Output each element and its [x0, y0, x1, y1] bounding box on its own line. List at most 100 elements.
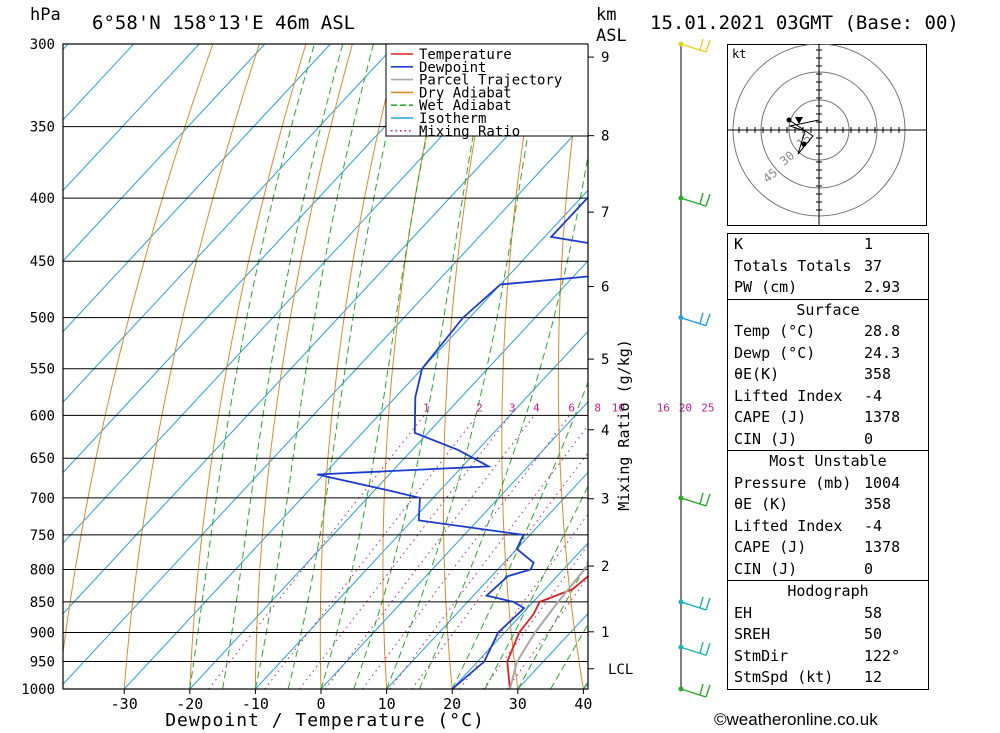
wind-barb-shaft [680, 43, 707, 53]
hodograph-stat-label: EH [734, 603, 753, 622]
isotherm-line [386, 471, 588, 689]
mixing-ratio-value-label: 1 [423, 401, 430, 414]
plot-frame [62, 43, 589, 690]
km-tick-label: 2 [601, 559, 609, 575]
wind-barb-flag [705, 493, 711, 507]
most-unstable-label: Pressure (mb) [734, 473, 852, 492]
most-unstable-row: Lifted Index -4 [728, 516, 928, 538]
mixing-ratio-value-label: 6 [568, 401, 575, 414]
legend-entry: Temperature [419, 47, 512, 63]
pressure-tick-label: 450 [30, 254, 55, 270]
hodograph-stat-row: EH 58 [728, 603, 928, 625]
pressure-tick-label: 850 [30, 595, 55, 611]
wind-barb-flag [699, 312, 704, 324]
x-tick-label: 30 [509, 695, 527, 713]
hodograph-stat-label: SREH [734, 625, 771, 643]
isotherm-line [63, 44, 200, 192]
surface-label: Lifted Index [734, 386, 843, 405]
parcel-trajectory-profile [508, 563, 588, 689]
surface-section-title: Surface [728, 298, 928, 322]
wind-barb-flag [699, 642, 704, 654]
isotherm-line [0, 44, 2, 689]
wet-adiabat-line [386, 44, 544, 689]
surface-row: Temp (°C) 28.8 [728, 321, 928, 343]
dry-adiabat-line [666, 26, 714, 689]
index-row: PW (cm) 2.93 [728, 277, 928, 299]
km-tick-label: 3 [601, 492, 609, 508]
most-unstable-row: Pressure (mb) 1004 [728, 473, 928, 495]
most-unstable-value: 0 [864, 559, 874, 578]
legend-box [385, 43, 589, 137]
isotherm-line [63, 44, 397, 403]
most-unstable-label: CIN (J) [734, 559, 798, 578]
lcl-label: LCL [608, 662, 633, 678]
km-tick-label: 6 [601, 280, 609, 296]
dry-adiabat-line [63, 44, 214, 657]
hodograph-stat-row: SREH 50 [728, 624, 928, 646]
surface-value: -4 [864, 386, 883, 405]
isotherm-line [63, 44, 463, 474]
isotherm-line [63, 44, 135, 121]
surface-row: CIN (J) 0 [728, 429, 928, 451]
legend-entry: Wet Adiabat [419, 98, 512, 114]
index-label: PW (cm) [734, 278, 798, 296]
surface-value: 28.8 [864, 322, 901, 340]
x-tick-label: 20 [443, 695, 461, 713]
wind-barb-flag [705, 39, 711, 53]
wind-barb-shaft [680, 646, 707, 656]
dry-adiabat-line [956, 26, 1000, 689]
most-unstable-label: Lifted Index [734, 516, 843, 535]
x-tick-label: -30 [111, 695, 138, 713]
km-tick-label: 5 [601, 352, 609, 368]
hodograph-stat-value: 58 [864, 603, 883, 622]
surface-row: Lifted Index -4 [728, 386, 928, 408]
mixing-ratio-line [299, 414, 511, 689]
surface-value: 358 [864, 365, 892, 383]
pressure-tick-label: 650 [30, 451, 55, 467]
hodograph-stat-value: 122° [864, 646, 901, 665]
hodograph-stat-label: StmDir [734, 646, 789, 665]
km-tick-label: 9 [601, 50, 609, 66]
wind-barb-flag [699, 38, 704, 51]
mixing-ratio-axis-label: Mixing Ratio (g/kg) [615, 339, 633, 511]
temperature-profile [506, 575, 588, 689]
isotherm-line [451, 542, 588, 689]
legend-entry: Dewpoint [419, 60, 486, 76]
legend-entry: Mixing Ratio [419, 124, 520, 140]
wet-adiabat-line [451, 380, 588, 689]
mixing-ratio-line [362, 414, 571, 689]
location-title: 6°58'N 158°13'E 46m ASL [92, 12, 356, 34]
datetime-title: 15.01.2021 03GMT (Base: 00) [650, 12, 959, 34]
index-value: 2.93 [864, 278, 901, 296]
most-unstable-value: -4 [864, 516, 883, 535]
isotherm-line [255, 330, 588, 689]
dry-adiabat-line [123, 44, 260, 689]
pressure-tick-label: 400 [30, 191, 55, 207]
dry-adiabat-line [254, 44, 353, 689]
x-tick-label: 10 [378, 695, 396, 713]
storm-motion-marker [795, 117, 803, 124]
mixing-ratio-value-label: 10 [612, 401, 625, 414]
km-tick-label: 7 [601, 205, 609, 221]
pressure-tick-label: 350 [30, 120, 55, 136]
wet-adiabat-line [254, 44, 374, 689]
index-row: Totals Totals 37 [728, 256, 928, 278]
mixing-ratio-line [411, 452, 588, 689]
asl-label: ASL [596, 26, 627, 46]
mixing-ratio-value-label: 4 [533, 401, 540, 414]
dry-adiabat-line [442, 44, 493, 689]
x-tick-label: 0 [316, 695, 325, 713]
most-unstable-label: θE (K) [734, 495, 789, 513]
footer-credit: ©weatheronline.co.uk [714, 710, 878, 729]
isotherm-line [63, 119, 588, 686]
pressure-tick-label: 750 [30, 528, 55, 544]
indices-panel: K 1 Totals Totals 37 PW (cm) 2.93 Surface Tem… [727, 233, 929, 690]
most-unstable-value: 358 [864, 495, 892, 513]
x-tick-label: -20 [176, 695, 203, 713]
wind-barb-shaft [680, 601, 707, 611]
wind-barb-flag [705, 684, 711, 698]
mixing-ratio-line [324, 414, 535, 689]
mixing-ratio-line [389, 424, 588, 689]
surface-label: CIN (J) [734, 429, 798, 448]
